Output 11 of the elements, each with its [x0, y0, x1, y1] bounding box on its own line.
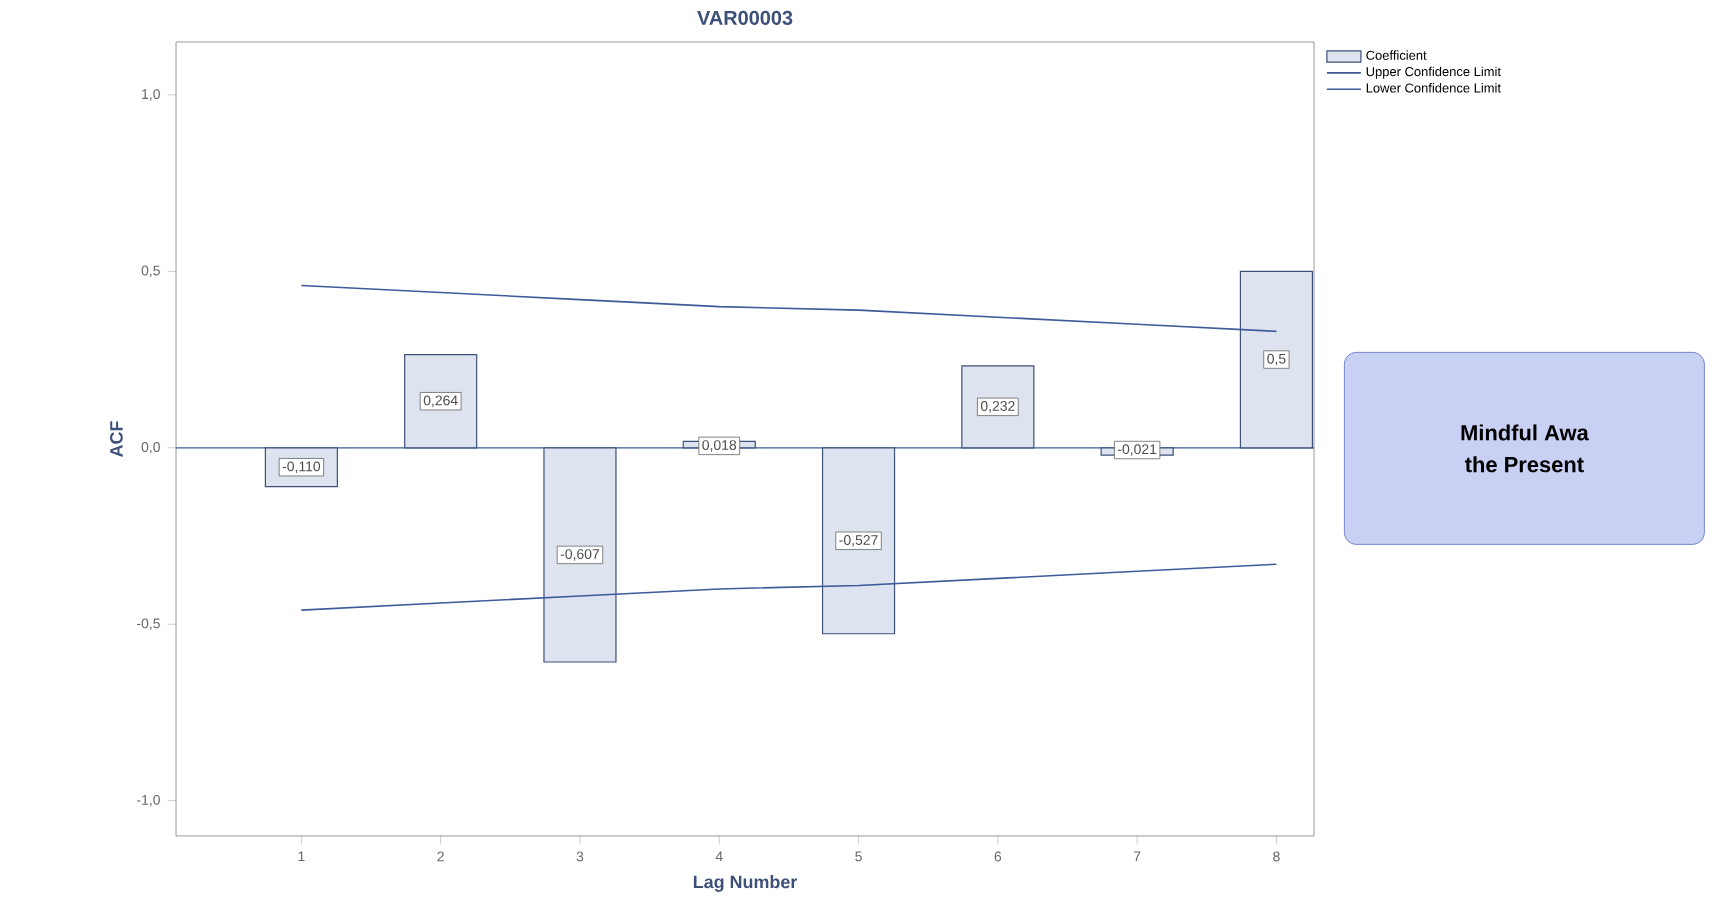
- y-axis-title: ACF: [110, 421, 123, 457]
- bar: [821, 447, 896, 635]
- bar: [543, 447, 617, 663]
- x-axis-title: Lag Number: [693, 875, 798, 892]
- bar: [404, 354, 478, 449]
- text: Mindful Awa: [1461, 424, 1589, 441]
- line-series: [300, 284, 1278, 333]
- bar: [1239, 270, 1314, 449]
- chart-title: VAR00003: [697, 10, 793, 25]
- text: the Present: [1465, 456, 1584, 473]
- line-series: [300, 563, 1278, 611]
